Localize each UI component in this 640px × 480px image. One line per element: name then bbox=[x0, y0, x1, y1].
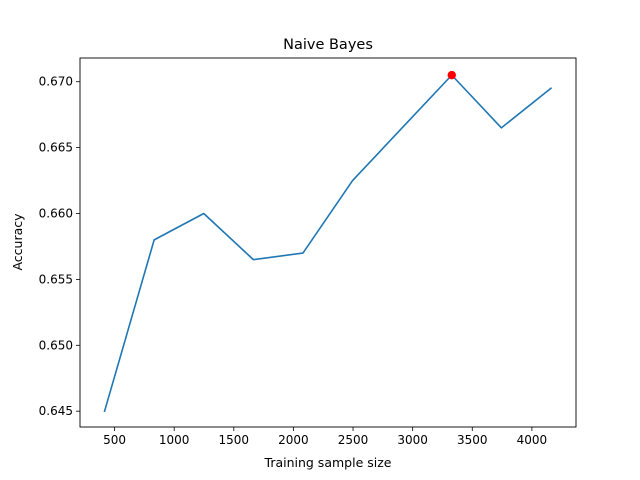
plot-area: 500 1000 1500 2000 2500 3000 3500 4000 0.645 0.65… bbox=[39, 57, 577, 447]
y-tick-label: 0.665 bbox=[39, 141, 73, 155]
y-tick-label: 0.660 bbox=[39, 207, 73, 221]
y-tick-label: 0.645 bbox=[39, 404, 73, 418]
y-axis-label: Accuracy bbox=[10, 213, 25, 271]
highlight-point bbox=[447, 70, 456, 80]
x-tick-label: 3500 bbox=[457, 433, 488, 447]
y-tick-label: 0.670 bbox=[39, 75, 73, 89]
series-line bbox=[103, 74, 553, 413]
x-tick-label: 1500 bbox=[219, 433, 250, 447]
x-axis-label: Training sample size bbox=[264, 455, 392, 470]
x-tick-label: 2500 bbox=[338, 433, 369, 447]
x-tick-label: 4000 bbox=[517, 433, 548, 447]
axes-frame bbox=[79, 57, 577, 428]
x-tick-label: 1000 bbox=[159, 433, 190, 447]
y-tick-label: 0.655 bbox=[39, 272, 73, 286]
x-tick-label: 3000 bbox=[397, 433, 428, 447]
x-tick-label: 2000 bbox=[278, 433, 309, 447]
y-tick-label: 0.650 bbox=[39, 338, 73, 352]
x-tick-label: 500 bbox=[103, 433, 126, 447]
chart-title: Naive Bayes bbox=[283, 37, 373, 53]
